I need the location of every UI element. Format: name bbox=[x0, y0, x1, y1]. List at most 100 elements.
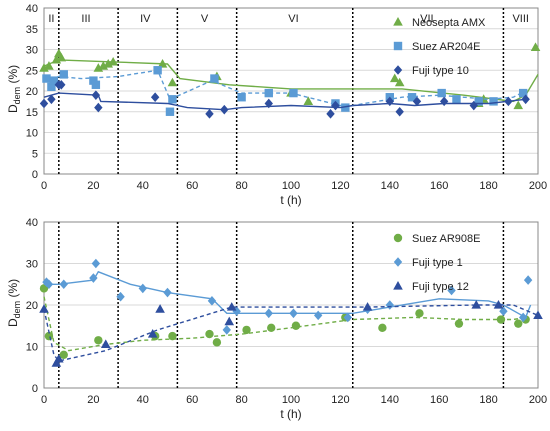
legend-marker bbox=[393, 65, 403, 75]
phase-label: IV bbox=[140, 13, 151, 25]
data-point bbox=[378, 323, 387, 333]
legend-label: Fuji type 12 bbox=[412, 281, 469, 293]
y-tick-label: 35 bbox=[26, 24, 38, 36]
data-point bbox=[523, 275, 533, 285]
data-point bbox=[89, 273, 98, 283]
data-point bbox=[291, 321, 301, 330]
legend-marker bbox=[393, 257, 403, 267]
data-point bbox=[220, 104, 229, 115]
data-point bbox=[54, 353, 64, 363]
data-point bbox=[496, 315, 506, 324]
data-point bbox=[157, 59, 168, 68]
phase-label: III bbox=[81, 13, 90, 25]
data-point bbox=[264, 88, 273, 98]
y-tick-label: 0 bbox=[32, 169, 38, 181]
data-point bbox=[395, 106, 404, 117]
x-tick-label: 200 bbox=[529, 180, 547, 192]
x-tick-label: 100 bbox=[282, 394, 300, 406]
data-point bbox=[415, 309, 424, 318]
data-point bbox=[59, 350, 68, 359]
data-point bbox=[44, 279, 54, 290]
legend-label: Fuji type 10 bbox=[412, 65, 469, 77]
data-point bbox=[437, 88, 446, 98]
y-tick-label: 20 bbox=[26, 300, 38, 312]
data-point bbox=[489, 97, 498, 106]
x-tick-label: 160 bbox=[430, 394, 448, 406]
data-point bbox=[44, 331, 54, 341]
data-point bbox=[264, 98, 273, 109]
data-point bbox=[91, 90, 101, 100]
data-point bbox=[94, 336, 103, 345]
data-point bbox=[407, 93, 417, 102]
x-tick-label: 120 bbox=[331, 394, 349, 406]
series-trend-line bbox=[44, 270, 532, 319]
data-point bbox=[493, 300, 504, 309]
data-point bbox=[224, 316, 235, 326]
y-axis-title: Ddem (%) bbox=[6, 65, 22, 113]
data-point bbox=[155, 304, 165, 313]
y-tick-label: 20 bbox=[26, 86, 38, 98]
data-point bbox=[513, 100, 524, 110]
data-point bbox=[471, 300, 482, 309]
series-trend-line bbox=[43, 92, 526, 111]
legend-label: Suez AR908E bbox=[412, 233, 481, 245]
y-tick-label: 0 bbox=[32, 383, 38, 395]
x-tick-label: 60 bbox=[186, 394, 198, 406]
y-tick-label: 10 bbox=[26, 342, 38, 354]
data-point bbox=[237, 93, 246, 102]
data-point bbox=[226, 302, 237, 311]
data-point bbox=[362, 302, 373, 311]
data-point bbox=[313, 310, 323, 321]
data-point bbox=[499, 306, 508, 317]
legend-label: Neosepta AMX bbox=[412, 17, 486, 29]
x-axis-title: t (h) bbox=[280, 193, 301, 207]
x-tick-label: 140 bbox=[381, 180, 399, 192]
data-point bbox=[385, 300, 394, 310]
chart-panel-2: 0 10 20 30 40 0 20 40 60 80 100 120 140 160 180 200 t (h… bbox=[6, 217, 547, 421]
data-point bbox=[165, 107, 175, 116]
legend-marker bbox=[393, 17, 403, 26]
y-tick-label: 30 bbox=[26, 259, 38, 271]
legend-marker bbox=[393, 233, 403, 243]
data-point bbox=[331, 100, 340, 111]
x-tick-label: 20 bbox=[87, 180, 99, 192]
data-point bbox=[205, 109, 214, 119]
data-point bbox=[207, 296, 217, 306]
data-point bbox=[47, 82, 56, 92]
y-axis-title: Ddem (%) bbox=[6, 279, 22, 327]
data-point bbox=[163, 287, 172, 298]
data-point bbox=[39, 98, 49, 109]
phase-label: VII bbox=[420, 13, 433, 25]
data-point bbox=[59, 70, 68, 79]
data-point bbox=[326, 109, 335, 119]
x-tick-label: 80 bbox=[235, 394, 247, 406]
x-tick-label: 80 bbox=[235, 180, 247, 192]
data-point bbox=[389, 73, 400, 83]
data-point bbox=[469, 100, 478, 111]
data-point bbox=[514, 319, 523, 328]
x-tick-label: 40 bbox=[137, 180, 149, 192]
data-point bbox=[56, 52, 67, 62]
data-point bbox=[394, 77, 405, 87]
data-point bbox=[150, 92, 160, 103]
x-axis-title: t (h) bbox=[280, 407, 301, 421]
x-tick-label: 160 bbox=[430, 180, 448, 192]
data-point bbox=[100, 339, 111, 349]
data-point bbox=[212, 338, 222, 347]
data-point bbox=[504, 96, 513, 107]
legend-marker bbox=[393, 281, 403, 290]
data-point bbox=[474, 97, 483, 106]
data-point bbox=[42, 74, 51, 83]
x-tick-label: 0 bbox=[41, 394, 47, 406]
series-fuji-type-1 bbox=[42, 258, 533, 335]
data-point bbox=[44, 61, 54, 70]
y-tick-label: 40 bbox=[26, 217, 38, 229]
x-tick-label: 20 bbox=[87, 394, 99, 406]
y-tick-label: 10 bbox=[26, 128, 38, 140]
data-point bbox=[518, 88, 528, 98]
data-point bbox=[289, 88, 298, 98]
data-point bbox=[454, 319, 464, 328]
data-point bbox=[153, 66, 162, 75]
